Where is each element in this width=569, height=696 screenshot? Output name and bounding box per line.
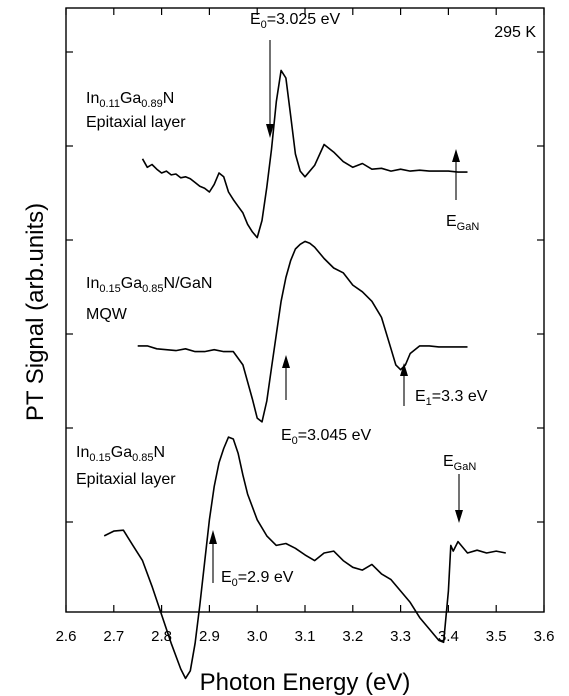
svg-text:In0.15Ga0.85N: In0.15Ga0.85N (76, 444, 165, 464)
arrowhead-icon (209, 530, 217, 544)
series-label-in015-epitaxial: In0.15Ga0.85N Epitaxial layer (76, 444, 176, 488)
x-tick-label: 3.6 (534, 628, 555, 645)
label-line2: Epitaxial layer (86, 114, 186, 131)
label-element: In (86, 90, 99, 107)
x-tick-label: 2.7 (103, 628, 124, 645)
x-tick-label: 3.5 (486, 628, 507, 645)
ann-subscript: GaN (457, 221, 480, 233)
annotation-mid-e1: E1=3.3 eV (400, 363, 488, 408)
ann-subscript: 0 (232, 577, 238, 589)
svg-text:E0=3.025 eV: E0=3.025 eV (250, 11, 341, 31)
svg-text:E0=2.9 eV: E0=2.9 eV (221, 569, 294, 589)
label-subscript: 0.89 (141, 98, 162, 110)
label-subscript: 0.85 (142, 283, 163, 295)
ann-prefix: E (250, 11, 261, 28)
series-label-in011-epitaxial: In0.11Ga0.89N Epitaxial layer (86, 90, 186, 131)
label-line2: Epitaxial layer (76, 471, 176, 488)
svg-text:In0.15Ga0.85N/GaN: In0.15Ga0.85N/GaN (86, 275, 212, 295)
ann-subscript: 0 (261, 19, 267, 31)
x-tick-label: 2.6 (56, 628, 77, 645)
series-line-in015-epitaxial (103, 436, 506, 680)
annotation-top-egan: EGaN (446, 149, 479, 233)
svg-text:E0=3.045 eV: E0=3.045 eV (281, 427, 372, 447)
arrowhead-icon (282, 355, 290, 368)
annotation-bot-e0: E0=2.9 eV (209, 530, 294, 589)
x-tick-label: 3.2 (342, 628, 363, 645)
label-element: N/GaN (164, 275, 213, 292)
svg-text:E1=3.3 eV: E1=3.3 eV (415, 388, 488, 408)
label-element: Ga (120, 90, 141, 107)
series-line-in011-epitaxial (141, 69, 468, 239)
y-axis-title: PT Signal (arb.units) (22, 203, 49, 421)
series-label-in015-mqw: In0.15Ga0.85N/GaN MQW (86, 275, 212, 323)
svg-text:EGaN: EGaN (446, 213, 479, 233)
svg-text:In0.11Ga0.89N: In0.11Ga0.89N (86, 90, 174, 110)
x-axis-tick-labels: 2.6 2.7 2.8 2.9 3.0 3.1 3.2 3.3 3.4 3.5 3.6 (56, 628, 555, 645)
arrowhead-icon (266, 124, 274, 138)
x-tick-label: 3.3 (390, 628, 411, 645)
ann-subscript: 0 (292, 435, 298, 447)
label-subscript: 0.85 (132, 452, 153, 464)
label-element: N (154, 444, 166, 461)
label-element: Ga (111, 444, 132, 461)
label-subscript: 0.15 (99, 283, 120, 295)
ann-prefix: E (281, 427, 292, 444)
ann-subscript: GaN (454, 461, 477, 473)
arrowhead-icon (400, 363, 408, 376)
annotation-mid-e0: E0=3.045 eV (281, 355, 372, 447)
series-line-in015-mqw (137, 240, 468, 423)
label-line2: MQW (86, 306, 128, 323)
x-tick-label: 3.0 (247, 628, 268, 645)
label-subscript: 0.15 (89, 452, 110, 464)
ann-prefix: E (415, 388, 426, 405)
label-element: In (76, 444, 89, 461)
x-tick-label: 3.1 (295, 628, 316, 645)
label-element: In (86, 275, 99, 292)
arrowhead-icon (455, 510, 463, 523)
x-tick-label: 3.4 (438, 628, 459, 645)
ann-suffix: =3.3 eV (432, 388, 488, 405)
x-axis-ticks (65, 8, 545, 612)
label-element: Ga (121, 275, 142, 292)
annotation-top-e0: E0=3.025 eV (250, 11, 341, 138)
svg-text:EGaN: EGaN (443, 453, 476, 473)
x-tick-label: 2.9 (199, 628, 220, 645)
annotation-bot-egan: EGaN (443, 453, 476, 523)
ann-suffix: =3.025 eV (267, 11, 341, 28)
label-subscript: 0.11 (99, 98, 120, 110)
ann-prefix: E (221, 569, 232, 586)
ann-subscript: 1 (426, 396, 432, 408)
temperature-label: 295 K (494, 24, 536, 41)
arrowhead-icon (452, 149, 460, 162)
ann-prefix: E (446, 213, 457, 230)
ann-prefix: E (443, 453, 454, 470)
ann-suffix: =3.045 eV (298, 427, 372, 444)
x-axis-title: Photon Energy (eV) (200, 669, 411, 696)
ann-suffix: =2.9 eV (238, 569, 294, 586)
label-element: N (163, 90, 175, 107)
y-axis-ticks (66, 51, 544, 523)
